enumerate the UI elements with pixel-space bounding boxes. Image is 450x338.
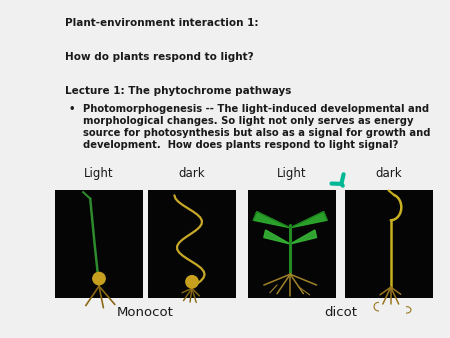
Polygon shape (253, 212, 290, 228)
Text: morphological changes. So light not only serves as energy: morphological changes. So light not only… (83, 116, 414, 126)
Bar (55, 190, 143, 298)
Polygon shape (290, 230, 317, 244)
Bar (345, 190, 433, 298)
Text: How do plants respond to light?: How do plants respond to light? (65, 52, 254, 62)
Text: dark: dark (179, 167, 205, 180)
Bar (248, 190, 336, 298)
Text: development.  How does plants respond to light signal?: development. How does plants respond to … (83, 140, 398, 150)
Text: Lecture 1: The phytochrome pathways: Lecture 1: The phytochrome pathways (65, 86, 292, 96)
Text: Light: Light (84, 167, 114, 180)
Text: dicot: dicot (324, 306, 357, 319)
Circle shape (186, 276, 198, 288)
Text: Plant-environment interaction 1:: Plant-environment interaction 1: (65, 18, 258, 28)
Text: Monocot: Monocot (117, 306, 174, 319)
Text: •: • (69, 104, 76, 114)
Text: source for photosynthesis but also as a signal for growth and: source for photosynthesis but also as a … (83, 128, 431, 138)
Text: Photomorphogenesis -- The light-induced developmental and: Photomorphogenesis -- The light-induced … (83, 104, 429, 114)
Bar (148, 190, 236, 298)
Polygon shape (264, 230, 290, 244)
Circle shape (93, 272, 105, 285)
Polygon shape (290, 212, 327, 228)
Text: dark: dark (376, 167, 402, 180)
Text: Light: Light (277, 167, 307, 180)
